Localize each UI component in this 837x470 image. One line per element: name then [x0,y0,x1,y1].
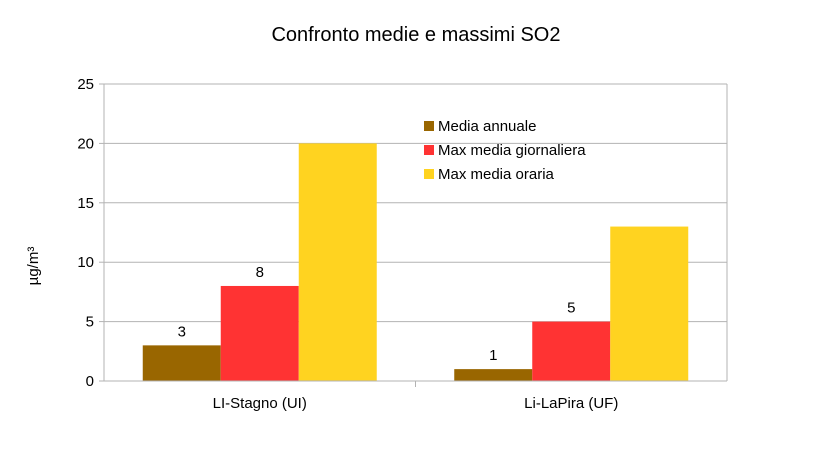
y-tick-label: 10 [77,254,94,271]
data-labels: 3 8 1 5 [178,264,576,364]
y-tick-label: 20 [77,135,94,152]
legend-swatch [424,169,434,179]
bars [142,143,689,381]
y-axis-label: µg/m³ [25,247,42,286]
y-tick-label: 15 [77,195,94,212]
x-tick-label: LI-Stagno (UI) [213,395,307,412]
legend-swatch [424,121,434,131]
legend-label: Max media oraria [438,166,555,183]
data-label: 5 [567,300,575,317]
chart-title: Confronto medie e massimi SO2 [271,24,560,46]
legend-swatch [424,145,434,155]
y-tick-label: 25 [77,76,94,93]
bar [142,345,221,381]
bar [298,143,377,381]
data-label: 3 [178,323,186,340]
legend: Media annuale Max media giornaliera Max me… [424,118,586,183]
x-tick-label: Li-LaPira (UF) [524,395,618,412]
bar [220,285,299,381]
legend-label: Max media giornaliera [438,142,586,159]
data-label: 8 [256,264,264,281]
bar [454,369,533,381]
data-label: 1 [489,347,497,364]
bar [532,321,611,381]
legend-label: Media annuale [438,118,536,135]
y-tick-label: 0 [86,373,94,390]
y-tick-label: 5 [86,314,94,331]
bar [610,226,689,381]
